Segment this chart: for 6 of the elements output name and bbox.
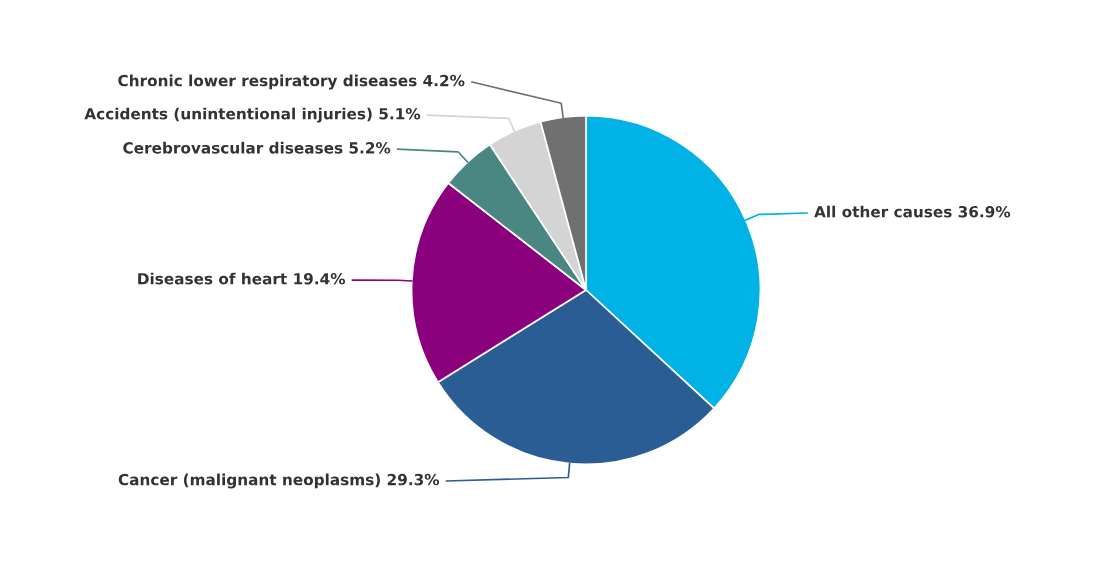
slice-label: Accidents (unintentional injuries) 5.1% [84,107,421,123]
slice-label: Chronic lower respiratory diseases 4.2% [118,74,465,90]
slice-label: Cerebrovascular diseases 5.2% [123,141,391,154]
slice-label: All other causes 36.9% [814,205,1011,218]
slice-label: Cancer (malignant neoplasms) 29.3% [118,473,440,489]
slice-label: Diseases of heart 19.4% [138,272,346,285]
